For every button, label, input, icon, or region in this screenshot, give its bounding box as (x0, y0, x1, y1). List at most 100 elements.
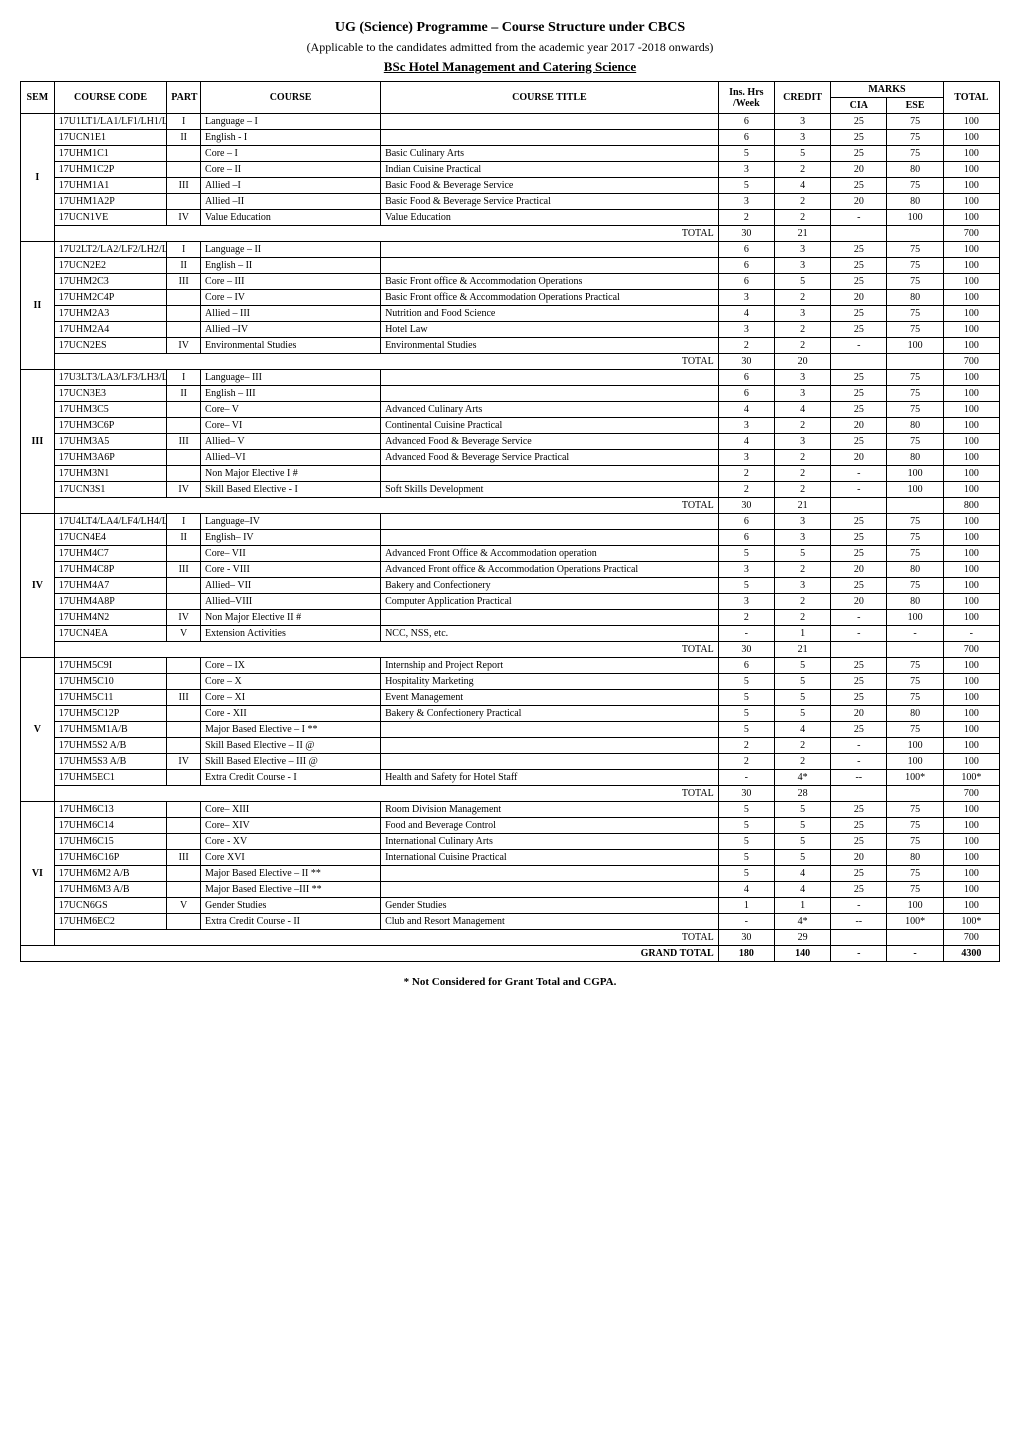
title-cell: Hotel Law (381, 322, 719, 338)
total-ese (887, 354, 943, 370)
tot-cell: 100 (943, 834, 999, 850)
hrs-cell: 2 (718, 754, 774, 770)
ese-cell: 75 (887, 530, 943, 546)
total-hrs: 30 (718, 498, 774, 514)
code-cell: 17UHM6C16P (54, 850, 167, 866)
part-cell (167, 194, 201, 210)
part-cell (167, 658, 201, 674)
total-tot: 800 (943, 498, 999, 514)
code-cell: 17UHM5C10 (54, 674, 167, 690)
part-cell (167, 738, 201, 754)
cred-cell: 4 (774, 866, 830, 882)
table-row: 17UHM2A4Allied –IVHotel Law322575100 (21, 322, 1000, 338)
title-cell (381, 242, 719, 258)
cred-cell: 5 (774, 706, 830, 722)
part-cell (167, 146, 201, 162)
tot-cell: 100* (943, 770, 999, 786)
title-cell (381, 130, 719, 146)
tot-cell: 100 (943, 562, 999, 578)
ese-cell: 75 (887, 370, 943, 386)
table-row: 17UHM5C10Core – XHospitality Marketing55… (21, 674, 1000, 690)
hrs-cell: 4 (718, 306, 774, 322)
tot-cell: 100 (943, 802, 999, 818)
ese-cell: 75 (887, 578, 943, 594)
table-row: 17UHM3A5IIIAllied– VAdvanced Food & Beve… (21, 434, 1000, 450)
tot-cell: 100 (943, 114, 999, 130)
title-cell: Bakery and Confectionery (381, 578, 719, 594)
part-cell: III (167, 434, 201, 450)
total-hrs: 30 (718, 226, 774, 242)
cia-cell: 25 (831, 274, 887, 290)
ese-cell: 80 (887, 290, 943, 306)
ese-cell: 80 (887, 562, 943, 578)
title-cell: Basic Front office & Accommodation Opera… (381, 290, 719, 306)
tot-cell: 100 (943, 130, 999, 146)
title-cell (381, 466, 719, 482)
part-cell (167, 706, 201, 722)
col-part: PART (167, 82, 201, 114)
ese-cell: 75 (887, 322, 943, 338)
part-cell: IV (167, 610, 201, 626)
total-tot: 700 (943, 786, 999, 802)
hrs-cell: 4 (718, 402, 774, 418)
tot-cell: 100 (943, 882, 999, 898)
title-cell: Bakery & Confectionery Practical (381, 706, 719, 722)
total-label: TOTAL (54, 498, 718, 514)
table-row: 17UHM6M2 A/BMajor Based Elective – II **… (21, 866, 1000, 882)
title-cell: Value Education (381, 210, 719, 226)
total-cred: 28 (774, 786, 830, 802)
part-cell: II (167, 258, 201, 274)
hrs-cell: 6 (718, 370, 774, 386)
ese-cell: 75 (887, 818, 943, 834)
table-header: SEM COURSE CODE PART COURSE COURSE TITLE… (21, 82, 1000, 114)
part-cell (167, 802, 201, 818)
cred-cell: 3 (774, 370, 830, 386)
course-cell: Extension Activities (201, 626, 381, 642)
table-row: 17UHM5M1A/BMajor Based Elective – I **54… (21, 722, 1000, 738)
part-cell: IV (167, 754, 201, 770)
ese-cell: 80 (887, 418, 943, 434)
part-cell (167, 866, 201, 882)
grand-hrs: 180 (718, 946, 774, 962)
total-ese (887, 226, 943, 242)
cia-cell: 20 (831, 850, 887, 866)
cred-cell: 2 (774, 482, 830, 498)
course-cell: Core– XIV (201, 818, 381, 834)
code-cell: 17UHM2A3 (54, 306, 167, 322)
page-title: UG (Science) Programme – Course Structur… (20, 20, 1000, 36)
col-title: COURSE TITLE (381, 82, 719, 114)
course-cell: Non Major Elective II # (201, 610, 381, 626)
cia-cell: - (831, 626, 887, 642)
ese-cell: 75 (887, 178, 943, 194)
ese-cell: 75 (887, 258, 943, 274)
col-marks: MARKS (831, 82, 944, 98)
cred-cell: 3 (774, 514, 830, 530)
course-cell: Core - XII (201, 706, 381, 722)
tot-cell: 100 (943, 194, 999, 210)
grand-ese: - (887, 946, 943, 962)
cia-cell: 25 (831, 674, 887, 690)
title-cell (381, 722, 719, 738)
cia-cell: 25 (831, 386, 887, 402)
ese-cell: 80 (887, 594, 943, 610)
hrs-cell: 1 (718, 898, 774, 914)
hrs-cell: 3 (718, 418, 774, 434)
ese-cell: 80 (887, 850, 943, 866)
table-row: 17UHM4A7Allied– VIIBakery and Confection… (21, 578, 1000, 594)
title-cell: Nutrition and Food Science (381, 306, 719, 322)
course-cell: Major Based Elective – II ** (201, 866, 381, 882)
code-cell: 17UHM4C8P (54, 562, 167, 578)
title-cell: Internship and Project Report (381, 658, 719, 674)
cia-cell: 20 (831, 290, 887, 306)
ese-cell: 100 (887, 738, 943, 754)
cia-cell: 25 (831, 242, 887, 258)
cred-cell: 2 (774, 418, 830, 434)
cia-cell: 25 (831, 370, 887, 386)
part-cell (167, 914, 201, 930)
course-cell: Core– V (201, 402, 381, 418)
cia-cell: 25 (831, 402, 887, 418)
cia-cell: - (831, 466, 887, 482)
cred-cell: 2 (774, 562, 830, 578)
cia-cell: 25 (831, 882, 887, 898)
cia-cell: 25 (831, 658, 887, 674)
